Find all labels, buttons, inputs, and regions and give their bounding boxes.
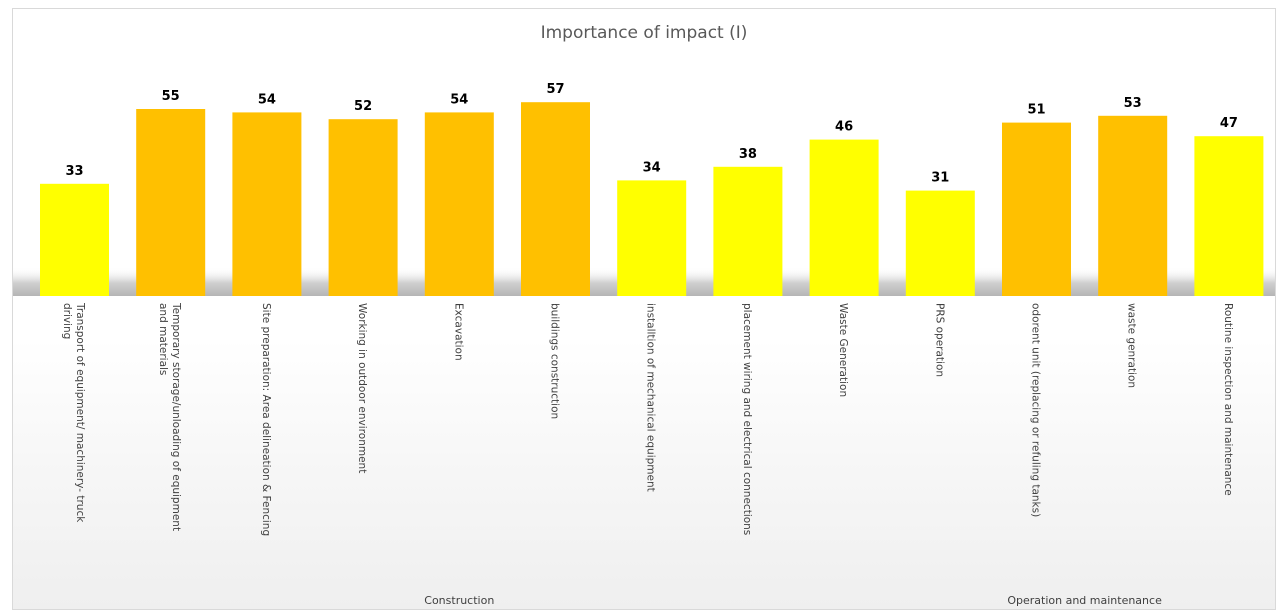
bar [40, 183, 109, 296]
data-label: 46 [835, 120, 853, 135]
category-label: waste genration [1126, 303, 1138, 388]
category-label: Excavation [452, 303, 464, 361]
category-label: Transport of equipment/ machinery- truck… [61, 302, 86, 523]
category-label: PRS operation [933, 303, 945, 377]
chart-frame: Importance of impact (I) 33 Transport of … [12, 8, 1276, 610]
category-label: odorent unit (replacing or refuling tank… [1030, 303, 1042, 517]
bars-layer [40, 102, 1264, 297]
data-label: 55 [162, 89, 180, 104]
chart-title: Importance of impact (I) [540, 23, 748, 43]
bar [521, 102, 590, 296]
bar-chart: 33 Transport of equipment/ machinery- tru… [13, 82, 1275, 607]
data-label: 52 [354, 99, 372, 114]
category-label: placement wiring and electrical connecti… [741, 303, 753, 535]
group-label: Operation and maintenance [1007, 594, 1162, 607]
bar [1002, 122, 1071, 296]
bar [136, 109, 206, 296]
group-label: Construction [424, 594, 494, 607]
bar [328, 119, 398, 296]
data-label: 38 [739, 147, 757, 162]
category-label: Site preparation: Area delineation & Fen… [260, 303, 272, 536]
data-label: 54 [450, 92, 468, 107]
category-label: buildings construction [549, 303, 561, 419]
bar [1194, 136, 1264, 296]
category-label: Working in outdoor environment [356, 303, 368, 473]
bar [905, 190, 975, 296]
data-label: 47 [1220, 116, 1238, 131]
bar [232, 112, 302, 297]
bar [617, 180, 687, 296]
bar [424, 112, 494, 297]
category-label: installtion of mechanical equipment [645, 303, 657, 492]
data-label: 53 [1124, 96, 1142, 111]
data-label: 57 [546, 82, 564, 97]
data-label: 54 [258, 92, 276, 107]
data-label: 33 [65, 164, 83, 179]
data-label: 34 [643, 160, 661, 175]
bar [713, 166, 783, 296]
category-label: Temporary storage/unloading of equipment… [157, 302, 182, 531]
labels-layer: 33 Transport of equipment/ machinery- tru… [61, 82, 1238, 607]
category-label: Routine inspection and maintenance [1222, 303, 1234, 496]
bar [1098, 115, 1168, 296]
data-label: 51 [1027, 103, 1045, 118]
category-label: Waste Generation [837, 303, 849, 397]
bar [809, 139, 879, 296]
data-label: 31 [931, 171, 949, 186]
